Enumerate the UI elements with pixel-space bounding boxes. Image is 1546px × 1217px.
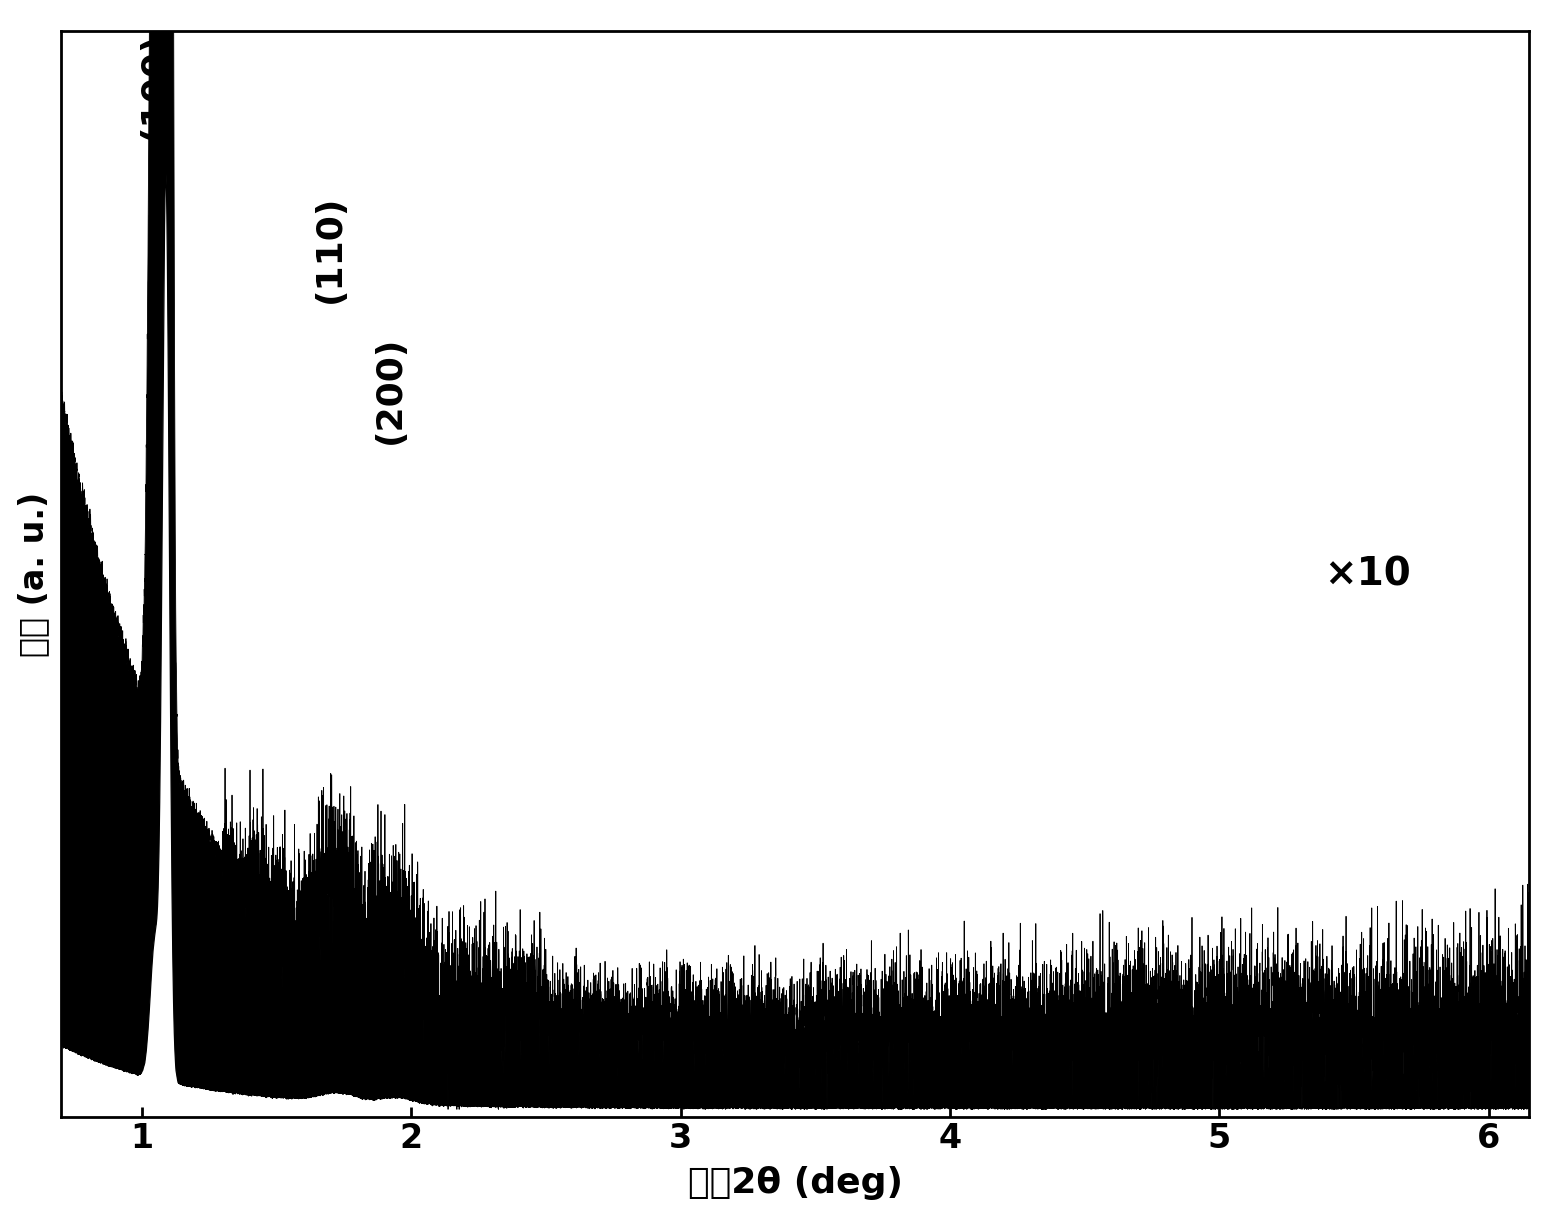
Y-axis label: 强度 (a. u.): 强度 (a. u.) bbox=[17, 492, 49, 657]
Text: (200): (200) bbox=[373, 336, 407, 444]
Text: (100): (100) bbox=[138, 32, 172, 140]
X-axis label: 角剗2θ (deg): 角剗2θ (deg) bbox=[688, 1166, 903, 1200]
Text: (110): (110) bbox=[314, 195, 348, 303]
Text: ×10: ×10 bbox=[1325, 555, 1411, 594]
